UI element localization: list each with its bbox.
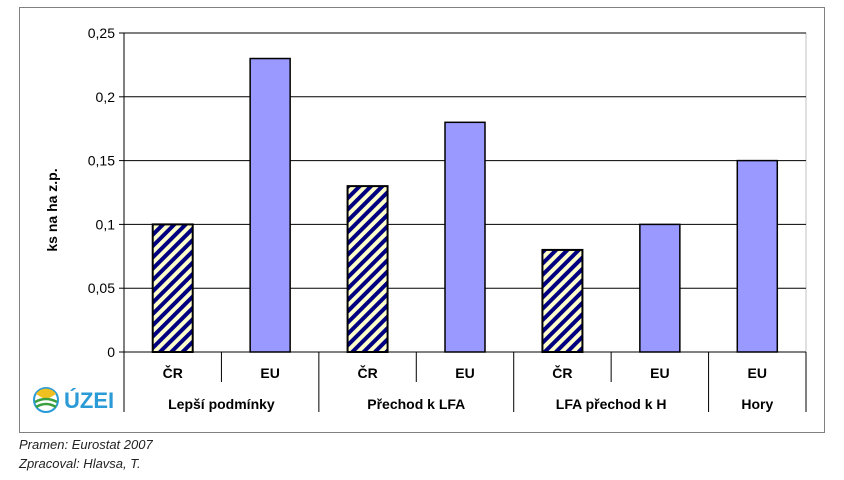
uzei-logo: ÚZEI xyxy=(33,387,114,413)
source-note: Pramen: Eurostat 2007 xyxy=(19,437,153,452)
chart-frame xyxy=(19,7,825,433)
bar-chart: 0 0,05 0,1 0,15 0,2 0,25 ČR EU Lepší podmínky ČR E… xyxy=(33,25,807,413)
bar-category-label: ČR xyxy=(552,364,572,381)
group-label: LFA přechod k H xyxy=(556,396,667,412)
author-note: Zpracoval: Hlavsa, T. xyxy=(19,456,141,471)
y-tick-label: 0,1 xyxy=(96,216,116,232)
bar-category-label: EU xyxy=(455,365,474,381)
bar-eu xyxy=(639,223,681,353)
bar-cr xyxy=(541,248,584,353)
y-axis-label: ks na ha z.p. xyxy=(44,168,60,251)
bar-eu xyxy=(444,121,486,353)
y-tick-label: 0,15 xyxy=(88,153,115,169)
bar-eu xyxy=(249,57,291,353)
bar-eu xyxy=(736,159,779,353)
group-label: Lepší podmínky xyxy=(168,396,275,412)
group-label: Přechod k LFA xyxy=(367,396,465,412)
bar-cr xyxy=(346,185,389,353)
y-tick-label: 0,2 xyxy=(96,89,116,105)
bar-category-label: EU xyxy=(748,365,767,381)
bar-category-label: EU xyxy=(260,365,279,381)
uzei-logo-icon xyxy=(33,387,59,413)
bar-category-label: ČR xyxy=(163,364,183,381)
y-tick-label: 0 xyxy=(107,344,115,360)
bar-category-label: ČR xyxy=(357,364,377,381)
uzei-logo-text: ÚZEI xyxy=(64,388,114,413)
bar-cr xyxy=(151,223,194,353)
y-tick-label: 0,25 xyxy=(88,25,115,41)
group-label: Hory xyxy=(741,396,773,412)
bar-category-label: EU xyxy=(650,365,669,381)
y-tick-label: 0,05 xyxy=(88,280,115,296)
